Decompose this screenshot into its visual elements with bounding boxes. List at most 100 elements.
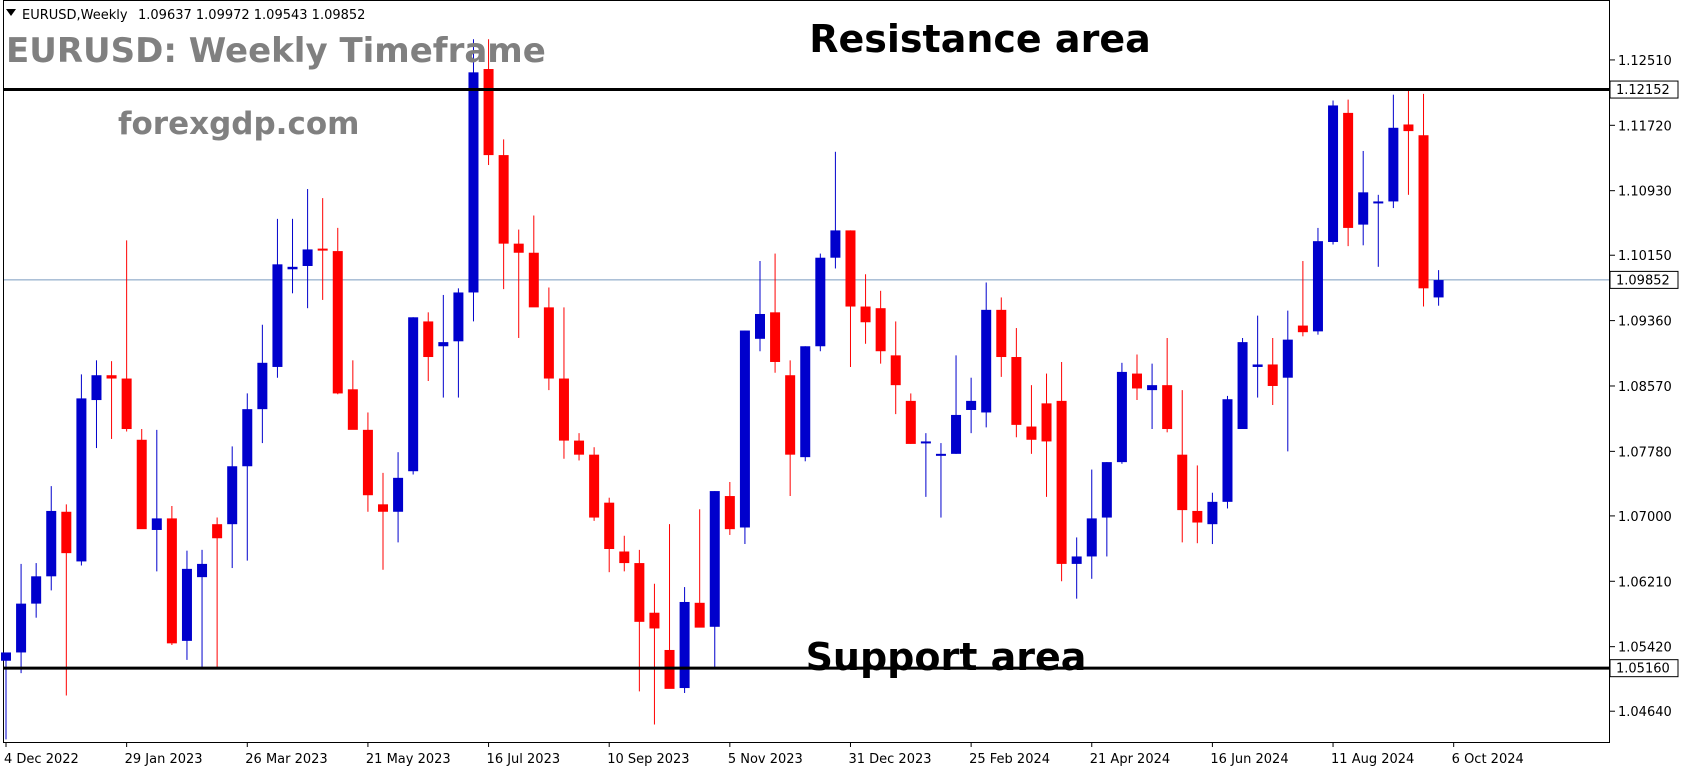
candle-body-bullish[interactable] <box>800 346 811 458</box>
candle-body-bearish[interactable] <box>378 504 388 512</box>
candle-body-bullish[interactable] <box>438 342 449 347</box>
candle-body-bullish[interactable] <box>393 477 404 512</box>
candle-body-bullish[interactable] <box>830 230 841 258</box>
candle-body-bearish[interactable] <box>1297 325 1308 333</box>
candle-body-bearish[interactable] <box>1192 510 1203 523</box>
candle-body-bullish[interactable] <box>1388 127 1399 202</box>
candle-body-bearish[interactable] <box>589 454 600 518</box>
candle-body-bullish[interactable] <box>227 466 238 525</box>
candle-body-bearish[interactable] <box>332 251 343 394</box>
candle-body-bullish[interactable] <box>1086 518 1097 557</box>
candle-body-bullish[interactable] <box>1116 371 1127 463</box>
resistance-tag-value: 1.12152 <box>1616 83 1670 98</box>
candle-body-bearish[interactable] <box>136 439 147 530</box>
candle-body-bearish[interactable] <box>860 306 871 323</box>
candle-body-bearish[interactable] <box>1418 135 1429 289</box>
candle-body-bullish[interactable] <box>1 652 11 661</box>
candle-body-bearish[interactable] <box>875 308 886 352</box>
candle-body-bullish[interactable] <box>966 400 977 410</box>
candle-body-bearish[interactable] <box>212 524 223 539</box>
x-tick-label: 29 Jan 2023 <box>125 752 203 767</box>
candle-body-bullish[interactable] <box>1328 105 1339 242</box>
candle-body-bullish[interactable] <box>1207 501 1218 525</box>
candle-body-bearish[interactable] <box>1162 385 1173 430</box>
candle-body-bullish[interactable] <box>242 409 253 467</box>
candle-body-bearish[interactable] <box>1403 124 1414 132</box>
candle-body-bearish[interactable] <box>724 496 735 530</box>
candle-body-bearish[interactable] <box>1026 426 1037 440</box>
candle-body-bullish[interactable] <box>739 330 750 528</box>
candle-body-bullish[interactable] <box>453 292 464 342</box>
candle-body-bullish[interactable] <box>31 576 42 604</box>
candle-body-bullish[interactable] <box>935 453 946 456</box>
candle-body-bearish[interactable] <box>1267 364 1278 386</box>
candle-body-bullish[interactable] <box>257 362 268 410</box>
candle-body-bearish[interactable] <box>770 312 781 362</box>
candle-body-bullish[interactable] <box>815 257 826 347</box>
candle-body-bearish[interactable] <box>890 355 901 386</box>
candle-body-bearish[interactable] <box>513 243 524 253</box>
candle-body-bearish[interactable] <box>483 69 494 156</box>
candle-body-bearish[interactable] <box>317 248 328 251</box>
candle-body-bullish[interactable] <box>1147 385 1158 391</box>
candle-body-bullish[interactable] <box>1101 462 1112 518</box>
candle-body-bullish[interactable] <box>920 441 931 444</box>
candle-body-bearish[interactable] <box>543 307 554 379</box>
candle-body-bullish[interactable] <box>468 72 479 293</box>
candle-body-bullish[interactable] <box>76 398 87 562</box>
candle-body-bullish[interactable] <box>302 249 313 266</box>
candle-body-bearish[interactable] <box>121 378 132 430</box>
candle-body-bearish[interactable] <box>619 551 630 564</box>
candle-body-bullish[interactable] <box>287 266 298 270</box>
candle-body-bearish[interactable] <box>845 230 856 307</box>
candle-body-bearish[interactable] <box>498 155 509 244</box>
candle-body-bullish[interactable] <box>151 518 162 530</box>
candle-body-bearish[interactable] <box>558 378 569 441</box>
candle-body-bullish[interactable] <box>1433 280 1444 298</box>
candle-body-bearish[interactable] <box>61 511 72 554</box>
candle-body-bearish[interactable] <box>905 400 916 444</box>
candle-body-bullish[interactable] <box>951 414 962 454</box>
candle-body-bullish[interactable] <box>1282 339 1293 378</box>
candle-body-bearish[interactable] <box>1041 403 1052 442</box>
candle-body-bullish[interactable] <box>16 603 27 653</box>
menu-triangle-icon[interactable] <box>6 9 16 16</box>
candle-body-bullish[interactable] <box>46 510 57 577</box>
candle-body-bearish[interactable] <box>423 321 434 358</box>
candle-body-bearish[interactable] <box>166 518 177 644</box>
candle-body-bearish[interactable] <box>649 612 660 629</box>
candle-body-bullish[interactable] <box>981 309 992 413</box>
candle-body-bullish[interactable] <box>1252 364 1263 367</box>
candle-body-bearish[interactable] <box>1056 400 1067 564</box>
candle-body-bullish[interactable] <box>1373 201 1384 204</box>
candle-body-bearish[interactable] <box>996 309 1007 358</box>
candle-body-bearish[interactable] <box>528 252 539 308</box>
candle-body-bullish[interactable] <box>679 601 690 689</box>
candle-body-bullish[interactable] <box>1237 342 1248 430</box>
candle-body-bearish[interactable] <box>1177 454 1188 511</box>
candle-body-bearish[interactable] <box>1132 373 1142 389</box>
candle-body-bullish[interactable] <box>1071 556 1082 564</box>
candle-body-bearish[interactable] <box>1343 112 1354 228</box>
candle-body-bullish[interactable] <box>181 568 192 641</box>
candle-body-bearish[interactable] <box>604 502 615 550</box>
candle-body-bearish[interactable] <box>574 440 585 455</box>
candle-body-bearish[interactable] <box>785 375 796 455</box>
y-axis: 1.12510 1.11720 1.10930 1.10150 1.09360 1.085… <box>1610 54 1672 720</box>
candle-body-bullish[interactable] <box>755 313 765 339</box>
candle-body-bearish[interactable] <box>347 389 358 430</box>
candle-body-bearish[interactable] <box>1011 357 1022 425</box>
candle-body-bullish[interactable] <box>709 491 720 627</box>
candle-body-bullish[interactable] <box>1358 192 1369 225</box>
candle-body-bearish[interactable] <box>106 375 117 379</box>
candle-body-bullish[interactable] <box>1312 241 1323 332</box>
candle-body-bullish[interactable] <box>408 317 419 472</box>
candle-body-bearish[interactable] <box>694 602 705 628</box>
candle-body-bearish[interactable] <box>634 563 645 622</box>
candle-body-bullish[interactable] <box>1222 399 1233 502</box>
candle-body-bullish[interactable] <box>272 264 283 367</box>
candle-body-bullish[interactable] <box>197 563 208 578</box>
candle-body-bearish[interactable] <box>362 429 373 496</box>
candle-body-bullish[interactable] <box>91 375 102 401</box>
